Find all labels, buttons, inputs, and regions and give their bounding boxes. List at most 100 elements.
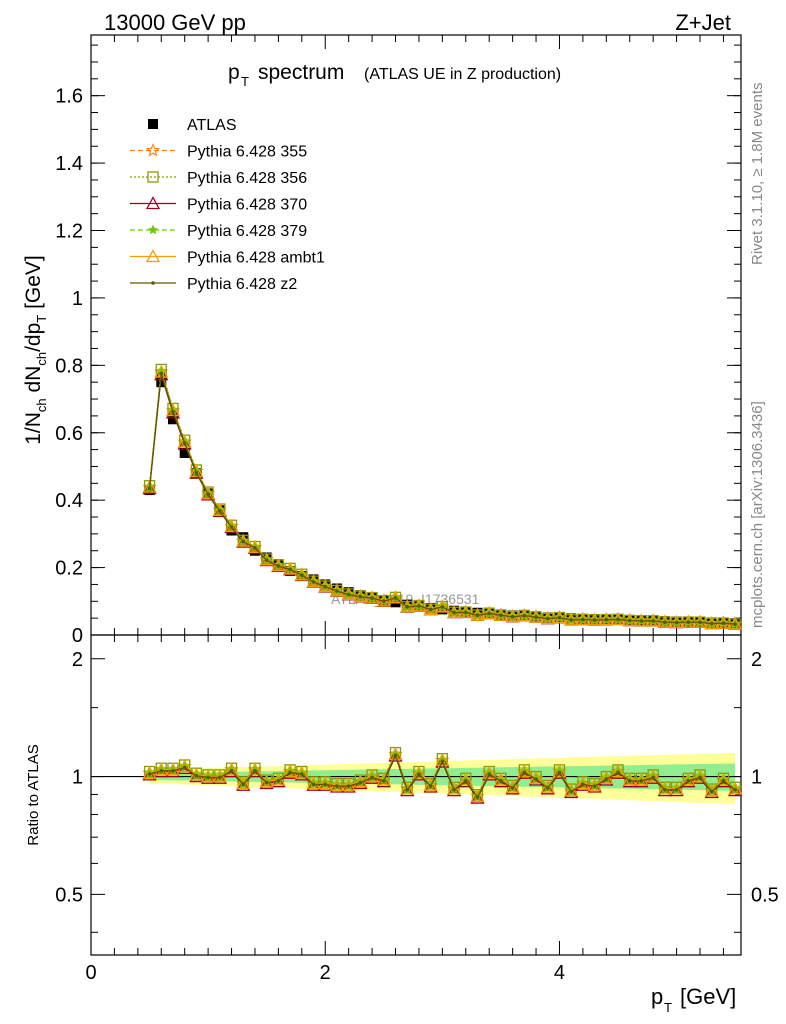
- main-series-point: [522, 613, 527, 618]
- legend-entry: Pythia 6.428 379: [130, 223, 307, 240]
- ratio-series-point: [206, 775, 210, 780]
- main-series-point: [264, 558, 269, 562]
- main-series-point: [540, 611, 555, 625]
- main-series-point: [686, 620, 691, 624]
- ratio-series-point: [657, 781, 672, 795]
- ratio-series-point: [236, 777, 251, 791]
- ratio-ytick-label: 0.5: [55, 884, 83, 906]
- legend-marker: [148, 119, 158, 129]
- ratio-series-point: [463, 779, 468, 783]
- main-series-point: [182, 441, 187, 445]
- main-series-point: [452, 610, 456, 615]
- main-series-point: [201, 487, 216, 501]
- ratio-series-point: [728, 781, 743, 795]
- ratio-series-point: [388, 746, 403, 760]
- main-series-point: [646, 613, 661, 627]
- main-series-point: [388, 590, 403, 604]
- main-series-point: [171, 409, 175, 414]
- main-series-point: [681, 614, 696, 629]
- svg-text:p: p: [651, 984, 663, 1009]
- main-series-point: [388, 590, 403, 604]
- legend-label: Pythia 6.428 ambt1: [187, 250, 325, 267]
- svg-text:Rivet 3.1.10, ≥ 1.8M events: Rivet 3.1.10, ≥ 1.8M events: [749, 83, 766, 266]
- ratio-series-point: [142, 767, 157, 781]
- ratio-series-point: [564, 785, 579, 799]
- ratio-series-point: [423, 777, 438, 791]
- main-ytick-label: 0: [72, 625, 83, 647]
- main-series-point: [622, 613, 637, 627]
- ratio-series-point: [669, 781, 684, 795]
- ratio-series-point: [306, 776, 321, 790]
- side-mcplots-label: mcplots.cern.ch [arXiv:1306.3436]: [749, 401, 766, 628]
- ratio-series-point: [557, 770, 562, 775]
- ratio-series-point: [346, 784, 351, 788]
- main-series-point: [218, 509, 222, 513]
- main-series-1: [143, 363, 741, 630]
- legend-label: Pythia 6.428 356: [187, 170, 307, 187]
- main-series-point: [381, 599, 386, 603]
- main-series-point: [212, 502, 227, 516]
- ratio-series-point: [423, 779, 438, 793]
- ratio-series-point: [364, 769, 380, 783]
- ratio-series-point: [692, 769, 708, 783]
- main-series-point: [721, 621, 726, 625]
- ratio-series-point: [400, 783, 415, 797]
- atlas-data-point: [167, 414, 178, 425]
- main-series-point: [142, 479, 157, 493]
- main-series-point: [288, 567, 292, 572]
- main-series-point: [206, 492, 210, 496]
- main-series-point: [411, 598, 427, 612]
- ratio-series-point: [154, 762, 169, 776]
- ratio-series-point: [663, 787, 667, 792]
- main-series-point: [627, 618, 632, 623]
- ratio-series-group: [142, 746, 743, 804]
- main-series-4: [142, 364, 743, 630]
- ratio-series-point: [428, 784, 433, 788]
- ratio-series-point: [229, 768, 234, 773]
- legend-label: Pythia 6.428 z2: [187, 276, 297, 293]
- main-series-point: [709, 621, 714, 626]
- ratio-series-point: [534, 777, 538, 781]
- main-ytick-label: 1: [72, 288, 83, 310]
- main-series-point: [487, 611, 491, 616]
- main-series-point: [604, 617, 609, 622]
- main-axis-ticks: 0 0.2 0.4 0.6 0.8 1 1.2 1.4 1.6: [55, 35, 741, 647]
- ratio-series-point: [171, 768, 175, 773]
- ratio-series-point: [311, 782, 316, 787]
- ratio-series-point: [411, 765, 427, 779]
- main-series-point: [189, 464, 204, 478]
- ratio-ytick-label-right: 1: [751, 767, 762, 789]
- legend-entry: Pythia 6.428 356: [130, 170, 307, 187]
- ratio-series-point: [294, 767, 309, 781]
- main-series-point: [458, 604, 473, 618]
- legend-label: Pythia 6.428 379: [187, 223, 307, 240]
- svg-text:T: T: [664, 1000, 672, 1015]
- legend-marker: [147, 224, 159, 235]
- ratio-series-point: [446, 783, 462, 797]
- main-series-point: [417, 604, 421, 608]
- main-series-point: [651, 619, 655, 623]
- side-rivet-label: Rivet 3.1.10, ≥ 1.8M events: [749, 83, 766, 266]
- main-series-point: [159, 371, 164, 376]
- main-series-point: [575, 612, 590, 626]
- ratio-series-point: [329, 777, 345, 791]
- ratio-series-point: [335, 784, 339, 788]
- main-ytick-label: 1.2: [55, 221, 83, 243]
- header-left-label: 13000 GeV pp: [104, 10, 246, 35]
- main-series-point: [165, 405, 181, 419]
- ratio-series-point: [288, 770, 292, 775]
- legend-entry: ATLAS: [148, 117, 237, 134]
- header-right-label: Z+Jet: [675, 10, 731, 35]
- ratio-series-point: [475, 795, 480, 800]
- main-series-point: [674, 620, 679, 625]
- main-series-point: [463, 610, 468, 615]
- main-series-3: [144, 365, 741, 629]
- ratio-series-point: [540, 781, 555, 795]
- ratio-series-point: [728, 783, 743, 797]
- ratio-series-point: [487, 772, 491, 776]
- ratio-series-point: [470, 789, 485, 803]
- title-spectrum: spectrum: [258, 61, 344, 84]
- ratio-series-point: [716, 772, 731, 786]
- ratio-series-point: [545, 786, 550, 790]
